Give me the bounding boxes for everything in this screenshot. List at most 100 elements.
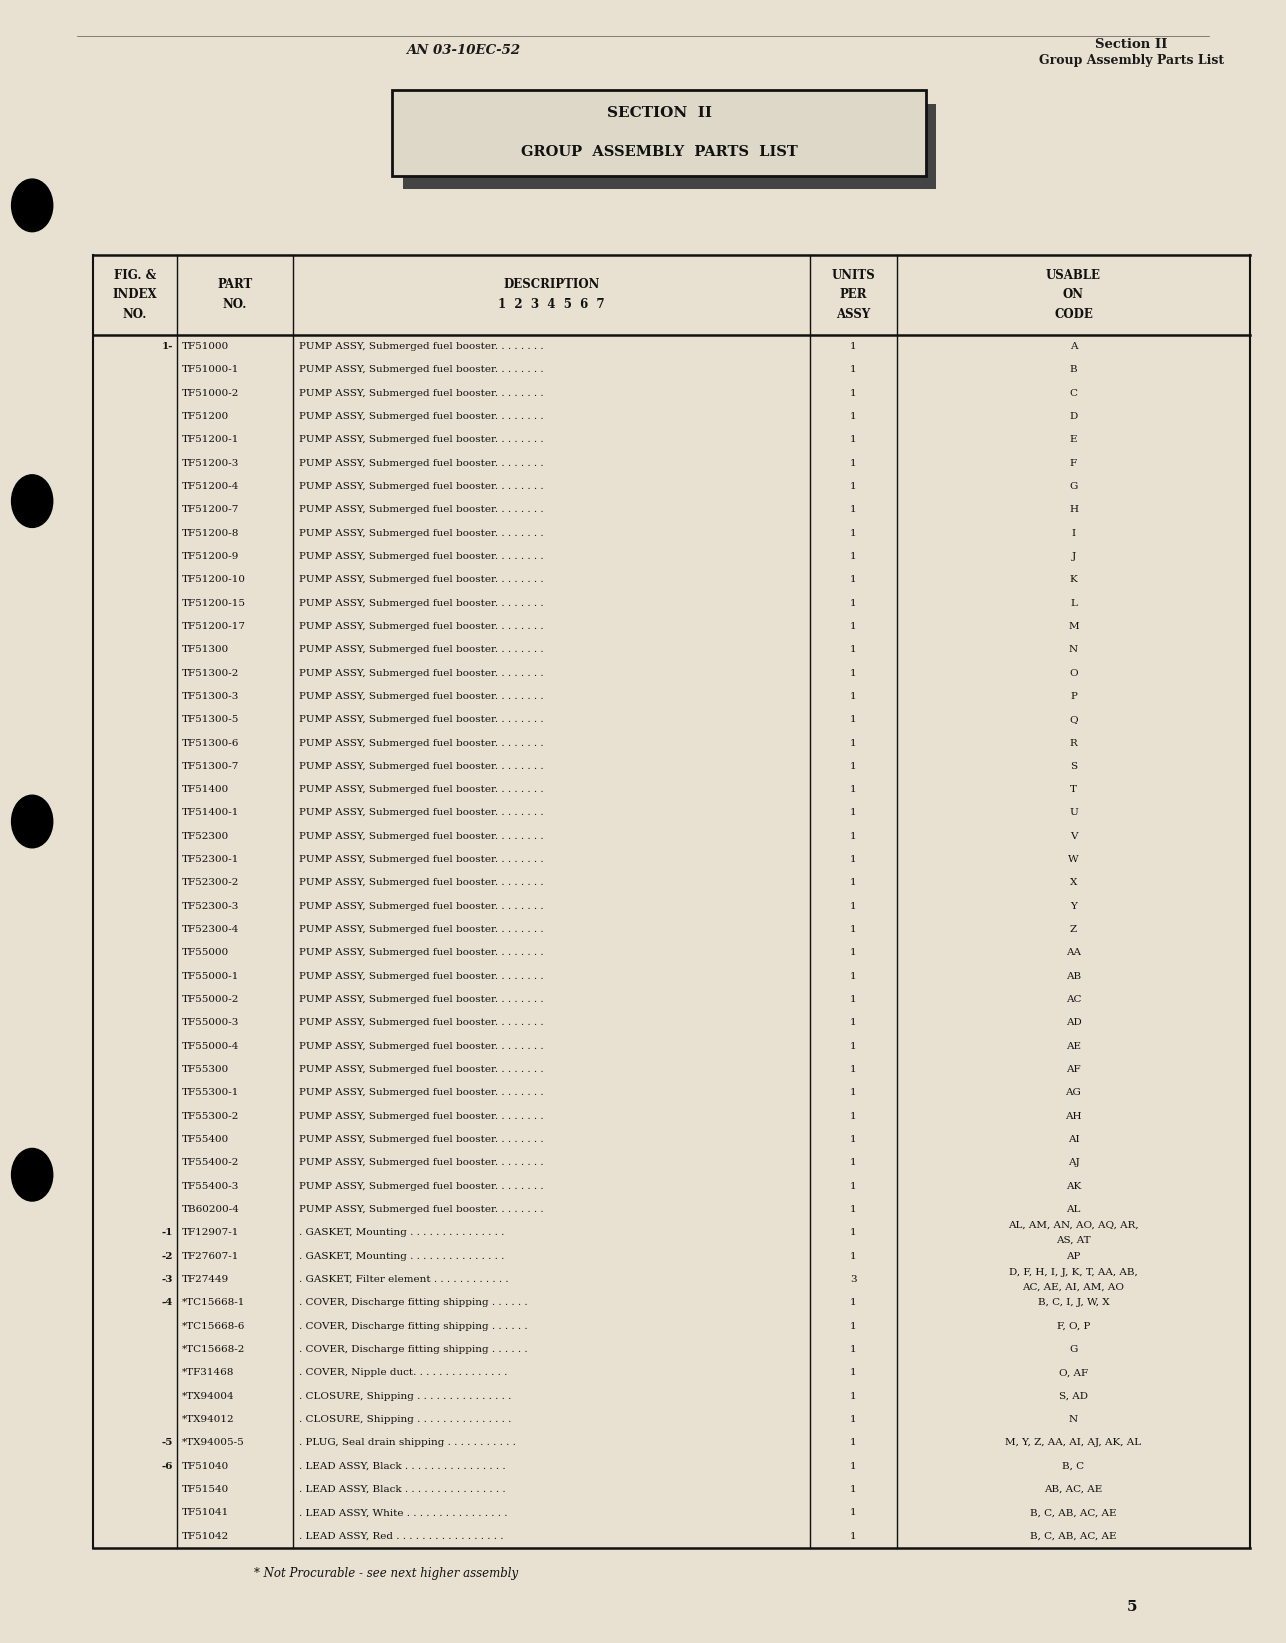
Text: NO.: NO. [222, 297, 247, 311]
Text: TF55000-3: TF55000-3 [183, 1019, 239, 1027]
Text: -4: -4 [162, 1298, 174, 1308]
Text: AN 03-10EC-52: AN 03-10EC-52 [406, 44, 520, 58]
Text: AL, AM, AN, AO, AQ, AR,: AL, AM, AN, AO, AQ, AR, [1008, 1221, 1139, 1231]
Text: AB: AB [1066, 971, 1082, 981]
Text: 1: 1 [850, 552, 856, 560]
Text: 1: 1 [850, 1158, 856, 1168]
Text: AB, AC, AE: AB, AC, AE [1044, 1485, 1102, 1493]
Text: . COVER, Discharge fitting shipping . . . . . .: . COVER, Discharge fitting shipping . . … [300, 1346, 527, 1354]
Text: 5: 5 [1127, 1600, 1137, 1613]
Text: TF51000-1: TF51000-1 [183, 365, 239, 375]
Text: 1: 1 [850, 365, 856, 375]
Text: PUMP ASSY, Submerged fuel booster. . . . . . . .: PUMP ASSY, Submerged fuel booster. . . .… [300, 925, 544, 935]
Text: TF51300-5: TF51300-5 [183, 715, 239, 725]
Text: PUMP ASSY, Submerged fuel booster. . . . . . . .: PUMP ASSY, Submerged fuel booster. . . .… [300, 762, 544, 771]
Text: PUMP ASSY, Submerged fuel booster. . . . . . . .: PUMP ASSY, Submerged fuel booster. . . .… [300, 785, 544, 794]
Text: GROUP  ASSEMBLY  PARTS  LIST: GROUP ASSEMBLY PARTS LIST [521, 145, 797, 159]
Text: PUMP ASSY, Submerged fuel booster. . . . . . . .: PUMP ASSY, Submerged fuel booster. . . .… [300, 738, 544, 748]
Text: *TC15668-2: *TC15668-2 [183, 1346, 246, 1354]
Text: USABLE: USABLE [1046, 268, 1101, 281]
Text: N: N [1069, 1415, 1078, 1424]
Text: TF51041: TF51041 [183, 1508, 229, 1516]
Text: Y: Y [1070, 902, 1076, 910]
Text: 1-: 1- [162, 342, 174, 352]
Text: PUMP ASSY, Submerged fuel booster. . . . . . . .: PUMP ASSY, Submerged fuel booster. . . .… [300, 669, 544, 677]
Text: 1: 1 [850, 1204, 856, 1214]
Text: 1: 1 [850, 1229, 856, 1237]
Text: J: J [1071, 552, 1075, 560]
Circle shape [12, 795, 53, 848]
Text: 1: 1 [850, 669, 856, 677]
Text: 1: 1 [850, 948, 856, 958]
Text: V: V [1070, 831, 1078, 841]
Text: 1: 1 [850, 1531, 856, 1541]
Text: PUMP ASSY, Submerged fuel booster. . . . . . . .: PUMP ASSY, Submerged fuel booster. . . .… [300, 389, 544, 398]
Text: AE: AE [1066, 1042, 1082, 1052]
Text: PUMP ASSY, Submerged fuel booster. . . . . . . .: PUMP ASSY, Submerged fuel booster. . . .… [300, 1181, 544, 1191]
Text: 1: 1 [850, 1088, 856, 1098]
Text: 1: 1 [850, 412, 856, 421]
Text: 1  2  3  4  5  6  7: 1 2 3 4 5 6 7 [498, 297, 604, 311]
Text: TF27449: TF27449 [183, 1275, 229, 1283]
Text: TF51300: TF51300 [183, 646, 229, 654]
Text: P: P [1070, 692, 1076, 702]
Text: K: K [1070, 575, 1078, 585]
Text: PUMP ASSY, Submerged fuel booster. . . . . . . .: PUMP ASSY, Submerged fuel booster. . . .… [300, 1112, 544, 1121]
Circle shape [12, 475, 53, 527]
Text: M: M [1069, 623, 1079, 631]
Text: TF51200-7: TF51200-7 [183, 506, 239, 514]
Text: O: O [1069, 669, 1078, 677]
Text: C: C [1070, 389, 1078, 398]
Text: AC: AC [1066, 996, 1082, 1004]
Text: AA: AA [1066, 948, 1082, 958]
Circle shape [12, 1148, 53, 1201]
Text: TF55000: TF55000 [183, 948, 229, 958]
Text: 1: 1 [850, 389, 856, 398]
Text: AF: AF [1066, 1065, 1080, 1075]
Text: L: L [1070, 598, 1076, 608]
Bar [392, 90, 926, 176]
Text: ON: ON [1064, 288, 1084, 301]
Text: TF52300-3: TF52300-3 [183, 902, 239, 910]
Text: *TF31468: *TF31468 [183, 1369, 234, 1377]
Text: PUMP ASSY, Submerged fuel booster. . . . . . . .: PUMP ASSY, Submerged fuel booster. . . .… [300, 552, 544, 560]
Text: G: G [1069, 481, 1078, 491]
Text: INDEX: INDEX [112, 288, 157, 301]
Text: TF51000: TF51000 [183, 342, 229, 352]
Text: *TX94005-5: *TX94005-5 [183, 1438, 244, 1447]
Text: PUMP ASSY, Submerged fuel booster. . . . . . . .: PUMP ASSY, Submerged fuel booster. . . .… [300, 854, 544, 864]
Text: 1: 1 [850, 435, 856, 444]
Text: AC, AE, AI, AM, AO: AC, AE, AI, AM, AO [1022, 1283, 1124, 1291]
Text: AK: AK [1066, 1181, 1082, 1191]
Text: . GASKET, Mounting . . . . . . . . . . . . . . .: . GASKET, Mounting . . . . . . . . . . .… [300, 1229, 504, 1237]
Text: 1: 1 [850, 598, 856, 608]
Text: PUMP ASSY, Submerged fuel booster. . . . . . . .: PUMP ASSY, Submerged fuel booster. . . .… [300, 879, 544, 887]
Text: . COVER, Discharge fitting shipping . . . . . .: . COVER, Discharge fitting shipping . . … [300, 1321, 527, 1331]
Text: PART: PART [217, 278, 252, 291]
Text: TF52300: TF52300 [183, 831, 229, 841]
Text: . LEAD ASSY, Red . . . . . . . . . . . . . . . . .: . LEAD ASSY, Red . . . . . . . . . . . .… [300, 1531, 504, 1541]
Text: . COVER, Nipple duct. . . . . . . . . . . . . . .: . COVER, Nipple duct. . . . . . . . . . … [300, 1369, 508, 1377]
Text: R: R [1070, 738, 1078, 748]
Text: 1: 1 [850, 1346, 856, 1354]
Text: B, C, AB, AC, AE: B, C, AB, AC, AE [1030, 1508, 1116, 1516]
Text: PUMP ASSY, Submerged fuel booster. . . . . . . .: PUMP ASSY, Submerged fuel booster. . . .… [300, 575, 544, 585]
Text: 1: 1 [850, 1485, 856, 1493]
Text: -3: -3 [162, 1275, 174, 1283]
Text: . CLOSURE, Shipping . . . . . . . . . . . . . . .: . CLOSURE, Shipping . . . . . . . . . . … [300, 1415, 512, 1424]
Text: PUMP ASSY, Submerged fuel booster. . . . . . . .: PUMP ASSY, Submerged fuel booster. . . .… [300, 948, 544, 958]
Text: TF52300-2: TF52300-2 [183, 879, 239, 887]
Text: TF51200-3: TF51200-3 [183, 458, 239, 468]
Text: PUMP ASSY, Submerged fuel booster. . . . . . . .: PUMP ASSY, Submerged fuel booster. . . .… [300, 831, 544, 841]
Text: TF55300-1: TF55300-1 [183, 1088, 239, 1098]
Text: -5: -5 [162, 1438, 174, 1447]
Text: 1: 1 [850, 646, 856, 654]
Text: -1: -1 [162, 1229, 174, 1237]
Text: TF52300-4: TF52300-4 [183, 925, 239, 935]
Text: . LEAD ASSY, Black . . . . . . . . . . . . . . . .: . LEAD ASSY, Black . . . . . . . . . . .… [300, 1485, 505, 1493]
Text: B: B [1070, 365, 1078, 375]
Text: 1: 1 [850, 738, 856, 748]
Text: PUMP ASSY, Submerged fuel booster. . . . . . . .: PUMP ASSY, Submerged fuel booster. . . .… [300, 1042, 544, 1052]
Text: 1: 1 [850, 831, 856, 841]
Text: A: A [1070, 342, 1078, 352]
